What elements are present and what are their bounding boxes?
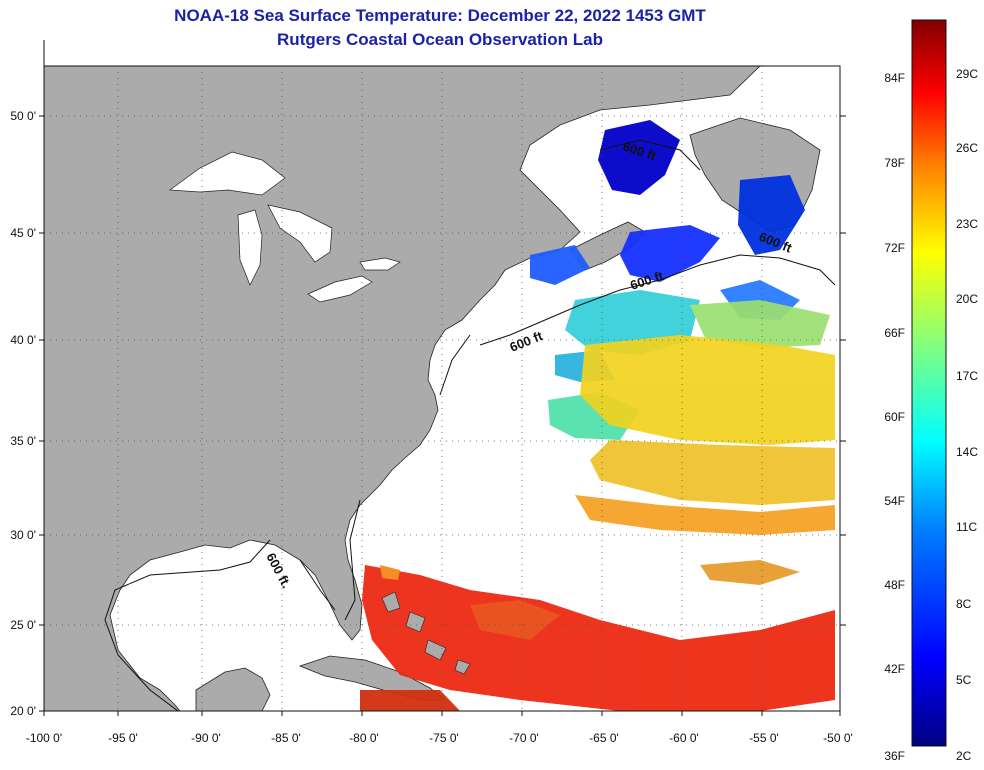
c-label: 5C bbox=[956, 673, 972, 687]
map-subtitle: Rutgers Coastal Ocean Observation Lab bbox=[277, 30, 603, 49]
lake-erie bbox=[307, 275, 373, 303]
lat-label: 40 0' bbox=[10, 333, 36, 347]
lat-label: 25 0' bbox=[10, 618, 36, 632]
lat-label: 45 0' bbox=[10, 226, 36, 240]
longitude-axis: -100 0' -95 0' -90 0' -85 0' -80 0' -75 … bbox=[26, 711, 853, 745]
sst-warm-patches bbox=[575, 335, 835, 585]
lon-label: -55 0' bbox=[749, 731, 779, 745]
lat-label: 50 0' bbox=[10, 109, 36, 123]
c-label: 8C bbox=[956, 597, 972, 611]
c-label: 26C bbox=[956, 141, 978, 155]
temperature-colorbar bbox=[911, 19, 947, 747]
lon-label: -50 0' bbox=[823, 731, 853, 745]
lake-michigan bbox=[237, 209, 263, 286]
lat-label: 35 0' bbox=[10, 434, 36, 448]
lon-label: -85 0' bbox=[271, 731, 301, 745]
lake-superior bbox=[169, 151, 286, 196]
lon-label: -95 0' bbox=[108, 731, 138, 745]
graticule bbox=[44, 66, 840, 711]
bahamas-islands bbox=[381, 591, 471, 675]
f-label: 36F bbox=[884, 749, 905, 763]
lon-label: -65 0' bbox=[589, 731, 619, 745]
f-label: 54F bbox=[884, 494, 905, 508]
lake-ontario bbox=[359, 257, 401, 271]
lon-label: -75 0' bbox=[429, 731, 459, 745]
f-label: 84F bbox=[884, 71, 905, 85]
f-label: 60F bbox=[884, 410, 905, 424]
lat-label: 20 0' bbox=[10, 704, 36, 718]
lon-label: -80 0' bbox=[349, 731, 379, 745]
north-america-land bbox=[44, 66, 761, 711]
colorbar-fahrenheit-labels: 84F 78F 72F 66F 60F 54F 48F 42F 36F bbox=[884, 71, 905, 763]
map-title: NOAA-18 Sea Surface Temperature: Decembe… bbox=[174, 6, 706, 25]
f-label: 66F bbox=[884, 326, 905, 340]
c-label: 20C bbox=[956, 292, 978, 306]
c-label: 11C bbox=[956, 520, 977, 534]
yucatan-land bbox=[195, 667, 271, 711]
f-label: 78F bbox=[884, 156, 905, 170]
lon-label: -100 0' bbox=[26, 731, 62, 745]
lon-label: -60 0' bbox=[669, 731, 699, 745]
colorbar-celsius-labels: 29C 26C 23C 20C 17C 14C 11C 8C 5C 2C bbox=[956, 67, 978, 763]
lake-huron bbox=[267, 204, 333, 263]
lat-label: 30 0' bbox=[10, 528, 36, 542]
isobath-lines bbox=[104, 139, 836, 711]
f-label: 72F bbox=[884, 241, 905, 255]
c-label: 29C bbox=[956, 67, 978, 81]
lon-label: -70 0' bbox=[509, 731, 539, 745]
c-label: 14C bbox=[956, 445, 978, 459]
c-label: 2C bbox=[956, 749, 972, 763]
c-label: 23C bbox=[956, 217, 978, 231]
f-label: 48F bbox=[884, 578, 905, 592]
sst-hot-patches bbox=[360, 565, 835, 711]
lon-label: -90 0' bbox=[191, 731, 221, 745]
f-label: 42F bbox=[884, 662, 905, 676]
latitude-axis: 50 0' 45 0' 40 0' 35 0' 30 0' 25 0' 20 0… bbox=[10, 109, 846, 718]
c-label: 17C bbox=[956, 369, 978, 383]
